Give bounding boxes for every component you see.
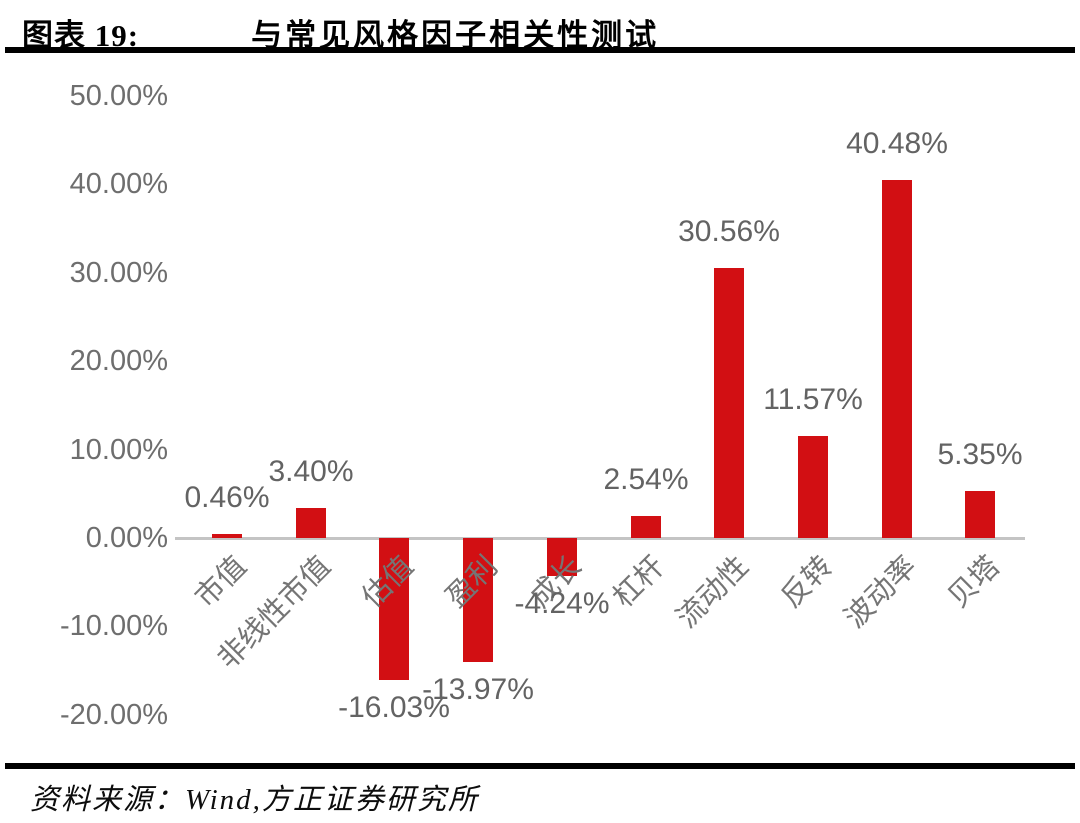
bar-chart: 50.00% 40.00% 30.00% 20.00% 10.00% 0.00% -10.0… bbox=[0, 56, 1080, 756]
zero-axis-line bbox=[175, 537, 1025, 540]
data-source-note: 资料来源：Wind,方正证券研究所 bbox=[30, 776, 479, 818]
bar-value-label: 0.46% bbox=[184, 481, 270, 514]
bar-value-label: 5.35% bbox=[937, 438, 1023, 471]
bar-value-label: -4.24% bbox=[514, 587, 610, 620]
category-label: 流动性 bbox=[670, 550, 755, 635]
y-tick-label: -20.00% bbox=[59, 699, 168, 731]
bar-value-label: -13.97% bbox=[422, 673, 534, 706]
y-tick-label: 10.00% bbox=[69, 434, 168, 466]
bar-value-label: 3.40% bbox=[268, 455, 354, 488]
bar-value-label: 30.56% bbox=[678, 215, 780, 248]
y-tick-label: 30.00% bbox=[69, 257, 168, 289]
category-label: 市值 bbox=[189, 550, 253, 614]
bar bbox=[965, 491, 995, 538]
bar bbox=[547, 538, 577, 576]
bar-value-label: 2.54% bbox=[603, 463, 689, 496]
y-tick-label: 50.00% bbox=[69, 80, 168, 112]
category-label: 贝塔 bbox=[942, 550, 1006, 614]
y-tick-label: 20.00% bbox=[69, 345, 168, 377]
bar bbox=[882, 180, 912, 538]
bar bbox=[714, 268, 744, 538]
bar bbox=[631, 516, 661, 538]
bar-value-label: -16.03% bbox=[338, 691, 450, 724]
bar bbox=[212, 534, 242, 538]
category-label: 波动率 bbox=[838, 550, 923, 635]
bar-value-label: 11.57% bbox=[763, 383, 863, 416]
header-divider bbox=[5, 47, 1075, 53]
bar bbox=[463, 538, 493, 662]
y-tick-label: 40.00% bbox=[69, 168, 168, 200]
y-tick-label: 0.00% bbox=[85, 522, 168, 554]
category-label: 反转 bbox=[775, 550, 839, 614]
bar bbox=[296, 508, 326, 538]
source-text: Wind,方正证券研究所 bbox=[185, 784, 479, 816]
footer-divider bbox=[5, 763, 1075, 769]
source-label: 资料来源： bbox=[30, 784, 186, 816]
bar-value-label: 40.48% bbox=[846, 127, 948, 160]
bar bbox=[379, 538, 409, 680]
y-tick-label: -10.00% bbox=[59, 610, 168, 642]
bar bbox=[798, 436, 828, 538]
